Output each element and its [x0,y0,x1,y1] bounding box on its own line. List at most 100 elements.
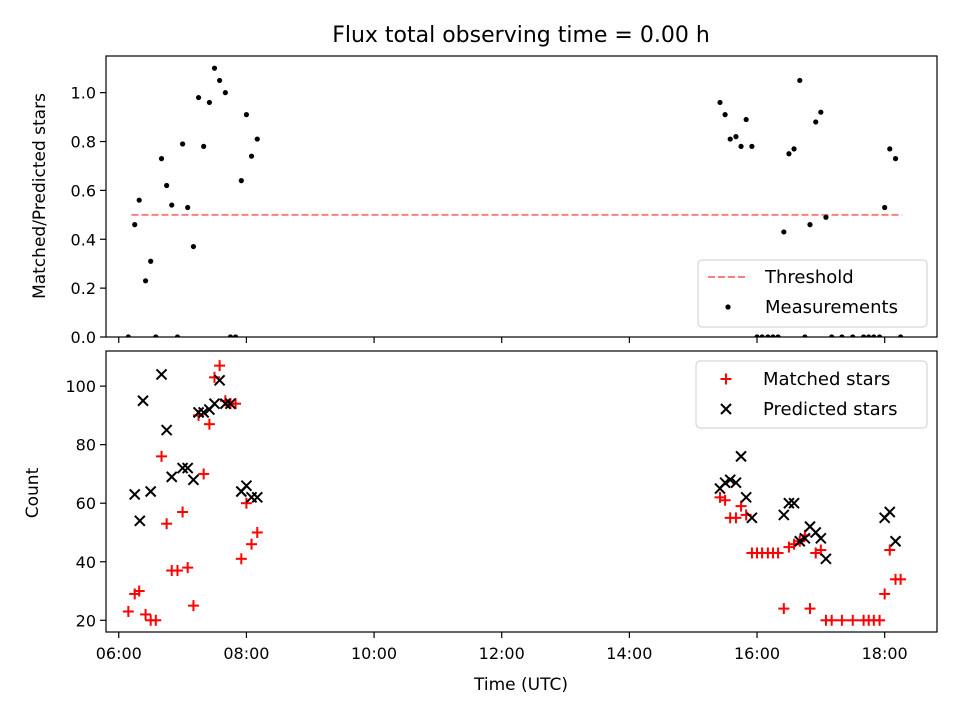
bottom-point-plus [150,614,162,626]
top-point-dot [125,334,131,337]
top-axes-frame [105,55,938,338]
bottom-y-tick-label: 40 [76,553,96,572]
top-series-dot [125,65,904,337]
bottom-legend: Matched stars Predicted stars [695,360,928,429]
top-point-dot [813,119,819,125]
legend-threshold-label: Threshold [764,267,854,288]
bottom-point-x [788,497,800,509]
bottom-point-plus [719,494,731,506]
bottom-point-x [160,424,173,436]
bottom-series-x [129,368,902,565]
bottom-point-x [724,474,736,486]
bottom-point-x [251,491,263,504]
top-point-dot [882,204,888,211]
bottom-point-plus [240,497,252,509]
top-point-dot [222,90,228,96]
bottom-point-x [129,488,141,501]
top-point-dot [132,222,138,228]
bottom-axes-frame [105,350,938,633]
bottom-point-plus [874,614,886,626]
legend-measurements-label: Measurements [765,297,898,318]
top-point-dot [866,334,872,337]
top-point-dot [759,334,765,337]
bottom-point-x [166,471,178,483]
top-legend: Threshold Measurements [697,259,928,328]
bottom-point-plus [171,565,183,577]
bottom-point-plus [187,600,199,612]
top-point-dot [174,334,181,337]
bottom-point-x [192,406,205,419]
top-point-dot [201,143,207,150]
bottom-point-x [155,368,168,381]
top-point-dot [871,334,877,337]
bottom-point-x [208,397,221,410]
legend-measurements-swatch [725,304,731,310]
bottom-point-plus [161,518,173,530]
x-axis-label: Time (UTC) [473,675,568,695]
legend-predicted-swatch [720,403,732,415]
top-point-dot [232,334,239,337]
top-point-dot [727,136,733,142]
top-point-dot [807,222,813,228]
bottom-data-layer [122,360,907,626]
bottom-plot-panel: 06:00 08:00 10:00 12:00 14:00 16:00 18:00 20 40 6… [65,350,938,663]
top-y-tick-label: 0.0 [71,328,96,347]
bottom-point-plus [815,544,827,556]
top-data-layer [125,65,904,337]
bottom-series-plus [122,360,907,626]
bottom-x-tick-label: 10:00 [351,644,397,663]
bottom-point-x [181,462,194,474]
bottom-point-x [820,553,832,565]
chart-title: Flux total observing time = 0.00 h [332,23,710,48]
bottom-y-tick-label: 100 [65,377,96,396]
bottom-point-plus [246,538,258,550]
bottom-point-x [197,406,210,419]
bottom-point-x [240,479,253,492]
bottom-point-plus [140,608,152,620]
bottom-x-tick-label: 08:00 [223,644,269,663]
bottom-point-plus [203,418,215,430]
bottom-point-plus [730,512,742,524]
bottom-point-plus [735,500,747,512]
bottom-x-tick-label: 06:00 [96,644,142,663]
top-point-dot [211,65,218,71]
bottom-point-x [187,474,200,486]
bottom-point-x [735,450,747,463]
bottom-point-plus [804,603,816,615]
bottom-x-tick-label: 16:00 [734,644,780,663]
bottom-point-plus [847,614,859,626]
bottom-point-x [783,497,795,509]
bottom-point-plus [836,614,848,626]
bottom-point-x [730,477,742,489]
bottom-x-tick-label: 12:00 [479,644,525,663]
bottom-point-x [224,397,237,410]
bottom-point-plus [778,603,790,615]
top-point-dot [770,334,776,337]
top-point-dot [797,77,803,84]
top-point-dot [136,197,142,203]
bottom-point-x [884,506,896,518]
bottom-point-x [213,374,226,386]
top-point-dot [717,99,723,106]
top-point-dot [850,334,856,337]
top-point-dot [829,334,835,337]
top-legend-box [697,259,928,328]
top-point-dot [733,134,739,140]
top-point-dot [775,334,781,337]
bottom-legend-box [695,360,928,429]
bottom-point-x [746,512,758,524]
bottom-point-plus [122,606,134,618]
top-point-dot [153,334,159,337]
top-point-dot [158,156,165,162]
top-point-dot [722,112,728,118]
bottom-point-plus [235,553,247,565]
bottom-point-plus [198,468,210,480]
top-plot-panel: 0.0 0.2 0.4 0.6 0.8 1.0 Threshold Measurements [71,55,938,347]
top-point-dot [786,151,792,157]
bottom-y-tick-label: 60 [76,494,96,513]
top-y-tick-label: 1.0 [71,84,96,103]
top-point-dot [169,202,175,208]
top-point-dot [248,153,255,159]
